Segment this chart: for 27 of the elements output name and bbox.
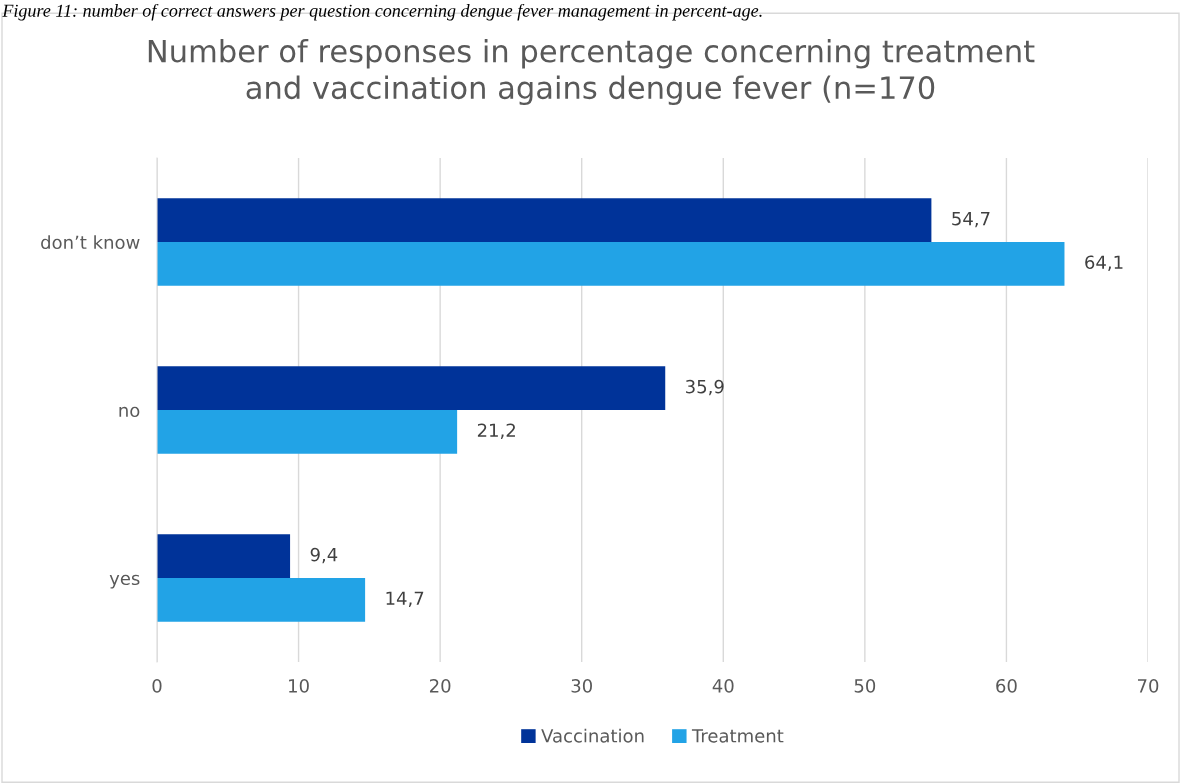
y-tick-label: no — [119, 406, 140, 418]
bar — [157, 578, 366, 622]
x-tick-label: 30 — [571, 678, 592, 693]
chart-title: Number of responses in percentage concerning treatment and vaccination agains dengue fever (n=170 — [148, 38, 1035, 106]
data-label: 35,9 — [686, 379, 724, 396]
x-tick-label: 50 — [854, 678, 876, 693]
data-label: 14,7 — [386, 591, 424, 607]
x-tick-label: 10 — [289, 678, 309, 693]
bar — [157, 198, 932, 242]
data-label: 54,7 — [952, 211, 990, 228]
y-tick-label: yes — [109, 574, 140, 589]
y-tick-label: don’t know — [41, 235, 140, 250]
x-tick-label: 60 — [996, 678, 1017, 693]
data-label: 9,4 — [310, 547, 338, 564]
bar — [157, 366, 666, 410]
x-tick-label: 20 — [429, 678, 451, 693]
legend-label: Treatment — [691, 729, 784, 743]
legend-label: Vaccination — [541, 728, 644, 743]
data-label: 21,2 — [477, 423, 515, 439]
caption: Figure 11: number of correct answers per question concerning dengue fever management in percent-age. — [2, 3, 762, 21]
data-label: 64,1 — [1085, 255, 1123, 271]
bar — [157, 534, 291, 578]
bar — [157, 410, 458, 454]
x-tick-label: 70 — [1137, 678, 1159, 693]
bar — [157, 242, 1065, 286]
x-tick-label: 40 — [712, 678, 734, 693]
x-tick-label: 0 — [152, 678, 162, 693]
